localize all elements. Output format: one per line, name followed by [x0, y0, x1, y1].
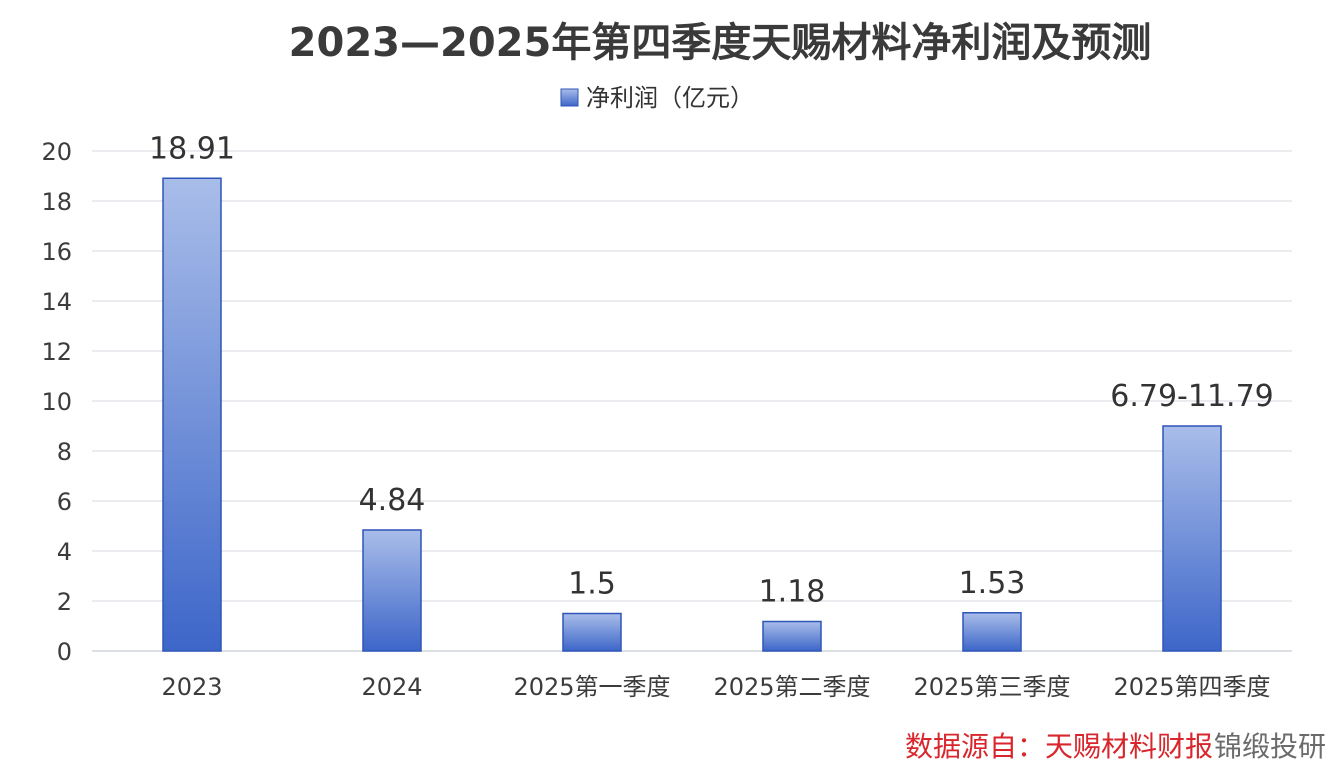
y-tick-label: 0 — [57, 638, 72, 666]
bar — [362, 529, 422, 652]
legend: 净利润（亿元） — [560, 84, 754, 112]
bar — [162, 177, 222, 652]
x-tick-label: 2025第一季度 — [513, 673, 670, 701]
y-tick-label: 8 — [57, 438, 72, 466]
source-note: 数据源自：天赐材料财报 — [905, 730, 1213, 763]
legend-label: 净利润（亿元） — [586, 84, 754, 112]
x-tick-label: 2025第三季度 — [913, 673, 1070, 701]
x-tick-label: 2025第四季度 — [1113, 673, 1270, 701]
y-tick-label: 12 — [41, 338, 72, 366]
data-label: 1.53 — [959, 566, 1026, 601]
data-label: 1.5 — [568, 567, 616, 602]
x-tick-label: 2024 — [361, 673, 422, 701]
bars — [162, 177, 1222, 652]
bar — [1162, 425, 1222, 652]
y-tick-label: 14 — [41, 288, 72, 316]
data-labels: 18.91 4.84 1.5 1.18 1.53 6.79-11.79 — [149, 131, 1274, 609]
x-tick-label: 2023 — [161, 673, 222, 701]
y-tick-label: 4 — [57, 538, 72, 566]
data-label: 4.84 — [359, 483, 426, 518]
watermark: 锦缎投研 — [1214, 730, 1326, 763]
y-tick-label: 20 — [41, 138, 72, 166]
y-axis: 0 2 4 6 8 10 12 14 16 18 20 — [41, 138, 72, 666]
legend-swatch — [560, 88, 579, 107]
data-label: 18.91 — [149, 131, 235, 166]
y-tick-label: 6 — [57, 488, 72, 516]
y-tick-label: 18 — [41, 188, 72, 216]
bar — [762, 620, 822, 652]
x-tick-label: 2025第二季度 — [713, 673, 870, 701]
y-tick-label: 10 — [41, 388, 72, 416]
bar — [962, 612, 1022, 652]
gridlines — [92, 150, 1292, 652]
bar — [562, 612, 622, 652]
x-axis: 2023 2024 2025第一季度 2025第二季度 2025第三季度 2025第四季度 — [161, 673, 1270, 701]
data-label: 6.79-11.79 — [1110, 379, 1274, 414]
data-label: 1.18 — [759, 575, 826, 610]
y-tick-label: 16 — [41, 238, 72, 266]
y-tick-label: 2 — [57, 588, 72, 616]
chart-title: 2023—2025年第四季度天赐材料净利润及预测 — [289, 20, 1152, 66]
